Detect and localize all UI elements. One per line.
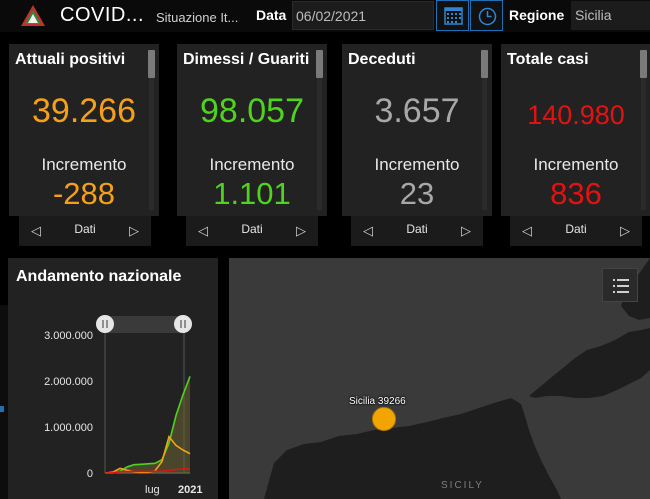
card-value: 3.657 bbox=[374, 92, 460, 130]
chevron-right-icon[interactable]: ▷ bbox=[461, 223, 471, 238]
chevron-left-icon[interactable]: ◁ bbox=[198, 223, 208, 238]
card-title: Deceduti bbox=[348, 51, 416, 68]
calendar-icon bbox=[444, 7, 463, 25]
card-scrollbar[interactable] bbox=[640, 50, 647, 78]
map-canvas[interactable] bbox=[229, 258, 650, 499]
y-tick-label: 3.000.000 bbox=[44, 330, 93, 342]
layer-list-icon bbox=[613, 279, 629, 293]
map-marker-label: Sicilia 39266 bbox=[349, 396, 406, 407]
app-subtitle: Situazione It... bbox=[156, 10, 239, 25]
y-tick-label: 2.000.000 bbox=[44, 376, 93, 388]
side-panel-edge bbox=[0, 305, 8, 499]
time-slider-track[interactable] bbox=[105, 316, 185, 333]
card-scrollbar[interactable] bbox=[481, 50, 488, 78]
chevron-left-icon[interactable]: ◁ bbox=[363, 223, 373, 238]
card-nav-attuali-positivi: ◁ Dati ▷ bbox=[19, 216, 151, 246]
card-scrollbar-track bbox=[149, 50, 154, 210]
card-title: Dimessi / Guariti bbox=[183, 51, 310, 68]
date-label: Data bbox=[256, 7, 287, 23]
chart-panel: Andamento nazionale 3.000.000 2.000.000 1.… bbox=[8, 258, 218, 499]
region-label: Regione bbox=[509, 7, 565, 23]
card-dimessi-guariti: Dimessi / Guariti 98.057 Incremento 1.10… bbox=[177, 44, 327, 216]
map-region-label: SICILY bbox=[441, 480, 484, 491]
time-button[interactable] bbox=[470, 0, 503, 31]
card-scrollbar[interactable] bbox=[148, 50, 155, 78]
card-title: Attuali positivi bbox=[15, 51, 126, 68]
card-increment-label: Incremento bbox=[209, 155, 295, 174]
card-increment-label: Incremento bbox=[533, 155, 619, 174]
calendar-button[interactable] bbox=[436, 0, 469, 31]
y-tick-label: 1.000.000 bbox=[44, 422, 93, 434]
chevron-right-icon[interactable]: ▷ bbox=[620, 223, 630, 238]
nav-label: Dati bbox=[241, 222, 263, 236]
nav-label: Dati bbox=[74, 222, 96, 236]
card-value: 98.057 bbox=[200, 92, 304, 130]
series-area bbox=[106, 376, 190, 473]
card-increment: 1.101 bbox=[213, 176, 291, 211]
nav-label: Dati bbox=[565, 222, 587, 236]
clock-icon bbox=[478, 7, 497, 26]
chevron-left-icon[interactable]: ◁ bbox=[522, 223, 532, 238]
date-input[interactable]: 06/02/2021 bbox=[292, 1, 434, 30]
card-scrollbar-track bbox=[641, 50, 646, 210]
map-marker[interactable] bbox=[372, 407, 396, 431]
time-slider-right-handle[interactable] bbox=[174, 315, 192, 333]
app-title: COVID... bbox=[60, 4, 145, 26]
sicily-landmass bbox=[264, 398, 561, 499]
card-scrollbar[interactable] bbox=[316, 50, 323, 78]
card-attuali-positivi: Attuali positivi 39.266 Incremento -288 bbox=[9, 44, 159, 216]
card-increment: 836 bbox=[550, 176, 602, 211]
card-increment-label: Incremento bbox=[41, 155, 127, 174]
series-line bbox=[105, 468, 191, 474]
chevron-left-icon[interactable]: ◁ bbox=[31, 223, 41, 238]
time-slider-left-handle[interactable] bbox=[96, 315, 114, 333]
x-tick-label: 2021 bbox=[178, 484, 202, 496]
card-nav-totale-casi: ◁ Dati ▷ bbox=[510, 216, 642, 246]
nav-label: Dati bbox=[406, 222, 428, 236]
card-deceduti: Deceduti 3.657 Incremento 23 bbox=[342, 44, 492, 216]
chevron-right-icon[interactable]: ▷ bbox=[296, 223, 306, 238]
card-increment: -288 bbox=[52, 176, 116, 211]
map-view[interactable]: Sicilia 39266 SICILY bbox=[229, 258, 650, 499]
layer-list-button[interactable] bbox=[602, 268, 638, 302]
national-trend-chart[interactable]: 3.000.000 2.000.000 1.000.000 0 lug 2021 bbox=[8, 258, 218, 499]
card-nav-dimessi-guariti: ◁ Dati ▷ bbox=[186, 216, 318, 246]
italy-emblem-icon bbox=[21, 5, 45, 26]
y-tick-label: 0 bbox=[87, 468, 93, 480]
side-panel-handle[interactable] bbox=[0, 406, 4, 412]
card-nav-deceduti: ◁ Dati ▷ bbox=[351, 216, 483, 246]
card-value: 140.980 bbox=[527, 100, 625, 130]
chart-title: Andamento nazionale bbox=[16, 268, 182, 285]
card-increment-label: Incremento bbox=[374, 155, 460, 174]
series-line bbox=[105, 434, 191, 474]
card-increment: 23 bbox=[399, 176, 435, 211]
region-select[interactable]: Sicilia bbox=[571, 1, 650, 30]
card-value: 39.266 bbox=[32, 92, 136, 130]
card-scrollbar-track bbox=[317, 50, 322, 210]
x-tick-label: lug bbox=[145, 484, 160, 496]
calabria-landmass bbox=[529, 328, 650, 398]
chevron-right-icon[interactable]: ▷ bbox=[129, 223, 139, 238]
card-title: Totale casi bbox=[507, 51, 589, 68]
header-bar: COVID... Situazione It... Data 06/02/202… bbox=[0, 0, 650, 32]
card-scrollbar-track bbox=[482, 50, 487, 210]
card-totale-casi: Totale casi 140.980 Incremento 836 bbox=[501, 44, 650, 216]
